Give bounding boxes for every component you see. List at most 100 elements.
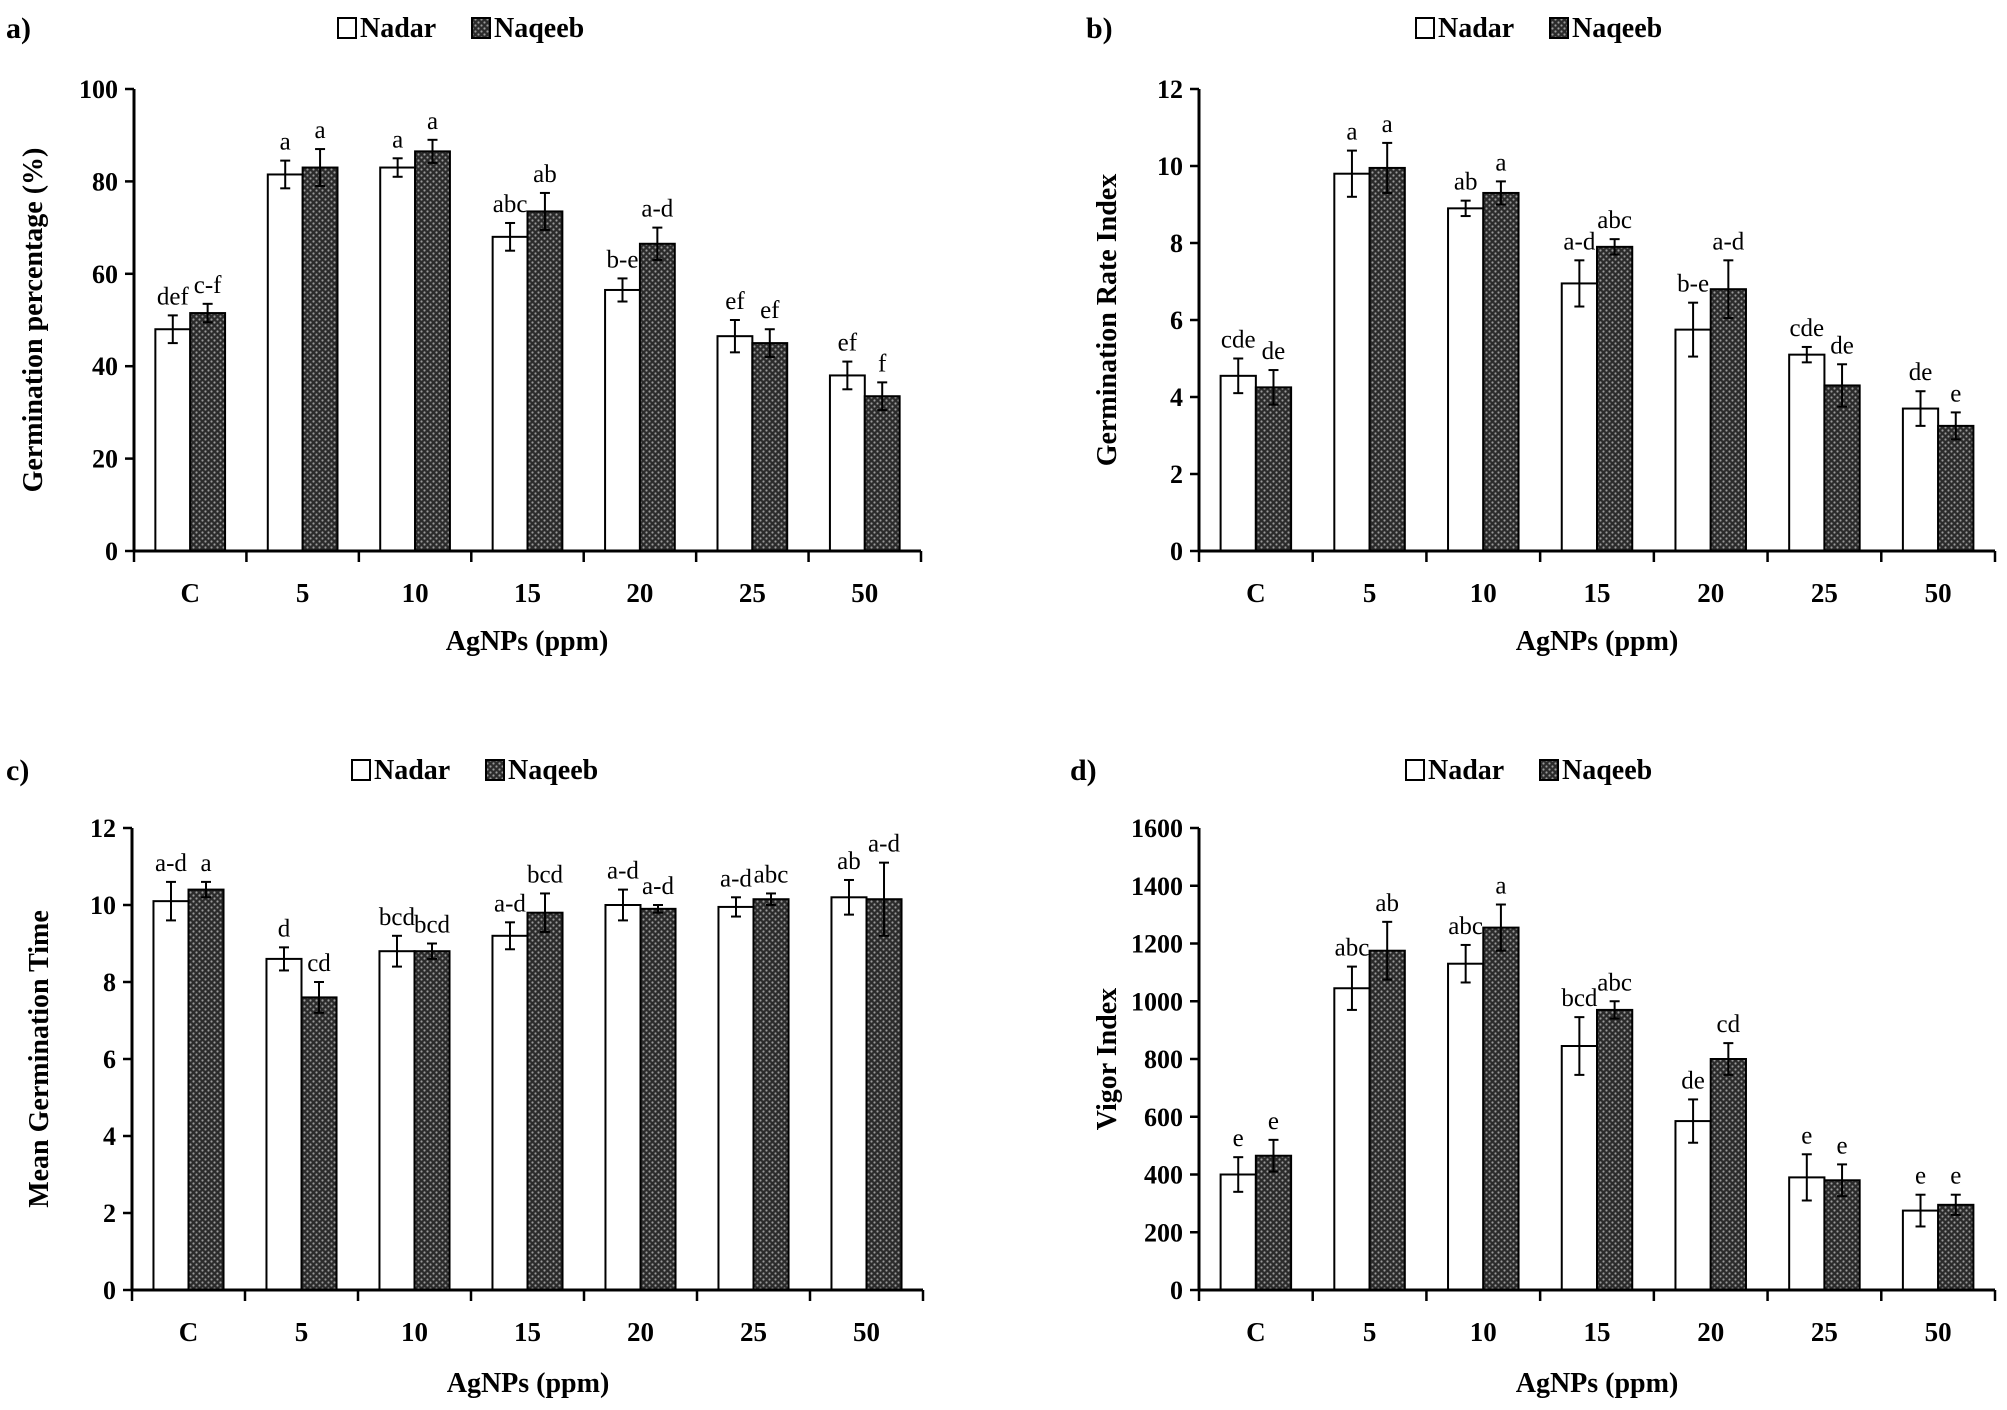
significance-label: ab [533, 161, 557, 188]
bar-naqeeb [638, 242, 676, 553]
legend-swatch-nadar [1415, 17, 1435, 39]
y-axis-title: Vigor Index [1092, 988, 1123, 1130]
significance-label: f [878, 350, 887, 377]
bar-nadar [716, 335, 754, 553]
legend: Nadar Naqeeb [1405, 755, 1652, 786]
bar-nadar [717, 905, 755, 1291]
significance-label: e [1268, 1108, 1279, 1135]
y-tick-label: 40 [92, 352, 118, 381]
x-tick-label: 10 [402, 578, 429, 608]
x-tick-label: 5 [295, 1317, 309, 1347]
bar-naqeeb [1596, 1008, 1634, 1291]
legend-swatch-nadar [1405, 759, 1425, 781]
y-tick-label: 20 [92, 445, 118, 474]
x-tick-label: 10 [1470, 578, 1497, 608]
y-tick-label: 200 [1144, 1218, 1183, 1247]
y-tick-label: 8 [103, 968, 116, 997]
legend: Nadar Naqeeb [1415, 13, 1662, 44]
legend-swatch-naqeeb [471, 17, 491, 39]
legend-label-naqeeb: Naqeeb [508, 755, 598, 786]
bar-nadar [1219, 374, 1257, 553]
x-tick-label: 15 [1584, 1317, 1611, 1347]
x-tick-label: C [1246, 1317, 1266, 1347]
significance-label: a [427, 108, 438, 135]
bar-nadar [1333, 987, 1371, 1291]
bar-naqeeb [1823, 384, 1861, 553]
bar-naqeeb [301, 166, 339, 552]
y-tick-label: 1000 [1131, 987, 1183, 1016]
bar-nadar [1333, 172, 1371, 552]
y-tick-label: 8 [1170, 229, 1183, 258]
significance-label: e [1836, 1132, 1847, 1159]
y-tick-label: 6 [103, 1045, 116, 1074]
y-tick-label: 60 [92, 260, 118, 289]
significance-label: ef [838, 330, 858, 357]
x-tick-label: 20 [1697, 1317, 1724, 1347]
significance-label: ab [1454, 169, 1478, 196]
significance-label: ab [1375, 890, 1399, 917]
y-tick-label: 600 [1144, 1103, 1183, 1132]
significance-label: cd [307, 950, 331, 977]
x-tick-label: 25 [739, 578, 766, 608]
bar-naqeeb [1937, 1203, 1975, 1291]
significance-label: de [1909, 359, 1933, 386]
x-axis-title: AgNPs (ppm) [1516, 1368, 1679, 1399]
bar-naqeeb [1482, 926, 1520, 1292]
significance-label: a-d [642, 873, 674, 900]
significance-label: de [1830, 332, 1854, 359]
bar-nadar [1560, 282, 1598, 552]
significance-label: e [1801, 1122, 1812, 1149]
significance-label: bcd [379, 904, 416, 931]
significance-label: abc [1335, 935, 1370, 962]
x-tick-label: 5 [1363, 578, 1377, 608]
legend-label-naqeeb: Naqeeb [494, 13, 584, 44]
significance-label: c-f [194, 272, 222, 299]
panel-label: c) [6, 754, 29, 787]
bar-nadar [604, 288, 641, 552]
legend-swatch-naqeeb [485, 759, 505, 781]
significance-label: a-d [1563, 228, 1595, 255]
bar-naqeeb [863, 395, 901, 553]
y-tick-label: 0 [1170, 1276, 1183, 1305]
significance-label: cde [1221, 327, 1256, 354]
bar-nadar [152, 900, 190, 1292]
bar-nadar [1674, 328, 1712, 552]
y-tick-label: 12 [90, 814, 116, 843]
bar-nadar [491, 934, 529, 1291]
bar-naqeeb [639, 907, 677, 1291]
bar-naqeeb [1254, 386, 1293, 552]
significance-label: bcd [414, 912, 451, 939]
legend-label-naqeeb: Naqeeb [1572, 13, 1662, 44]
significance-label: bcd [527, 861, 564, 888]
significance-label: e [1915, 1163, 1926, 1190]
y-tick-label: 12 [1157, 75, 1183, 104]
significance-label: a [1382, 111, 1393, 138]
x-axis-title: AgNPs (ppm) [447, 1368, 610, 1399]
x-tick-label: 20 [627, 1317, 654, 1347]
bar-naqeeb [1368, 949, 1406, 1291]
significance-label: a-d [607, 858, 639, 885]
y-tick-label: 10 [90, 891, 116, 920]
significance-label: de [1262, 338, 1286, 365]
bar-naqeeb [526, 210, 564, 552]
significance-label: ef [725, 288, 745, 315]
bar-nadar [266, 173, 304, 552]
significance-label: e [1233, 1125, 1244, 1152]
bar-nadar [378, 950, 416, 1291]
chart-panel-d: d) Nadar Naqeeb 0 200 400 600 800 1000 1200 1400 16… [1070, 754, 1997, 1399]
y-tick-label: 10 [1157, 152, 1183, 181]
bar-naqeeb [751, 342, 789, 552]
x-tick-label: 25 [1811, 578, 1838, 608]
x-tick-label: C [179, 1317, 199, 1347]
bar-naqeeb [865, 898, 903, 1291]
bar-nadar [1447, 207, 1485, 552]
legend-label-nadar: Nadar [374, 755, 450, 786]
legend: Nadar Naqeeb [337, 13, 584, 44]
bar-naqeeb [413, 950, 451, 1291]
significance-label: abc [1597, 207, 1632, 234]
x-tick-label: 50 [1925, 1317, 1952, 1347]
legend-swatch-nadar [351, 759, 371, 781]
